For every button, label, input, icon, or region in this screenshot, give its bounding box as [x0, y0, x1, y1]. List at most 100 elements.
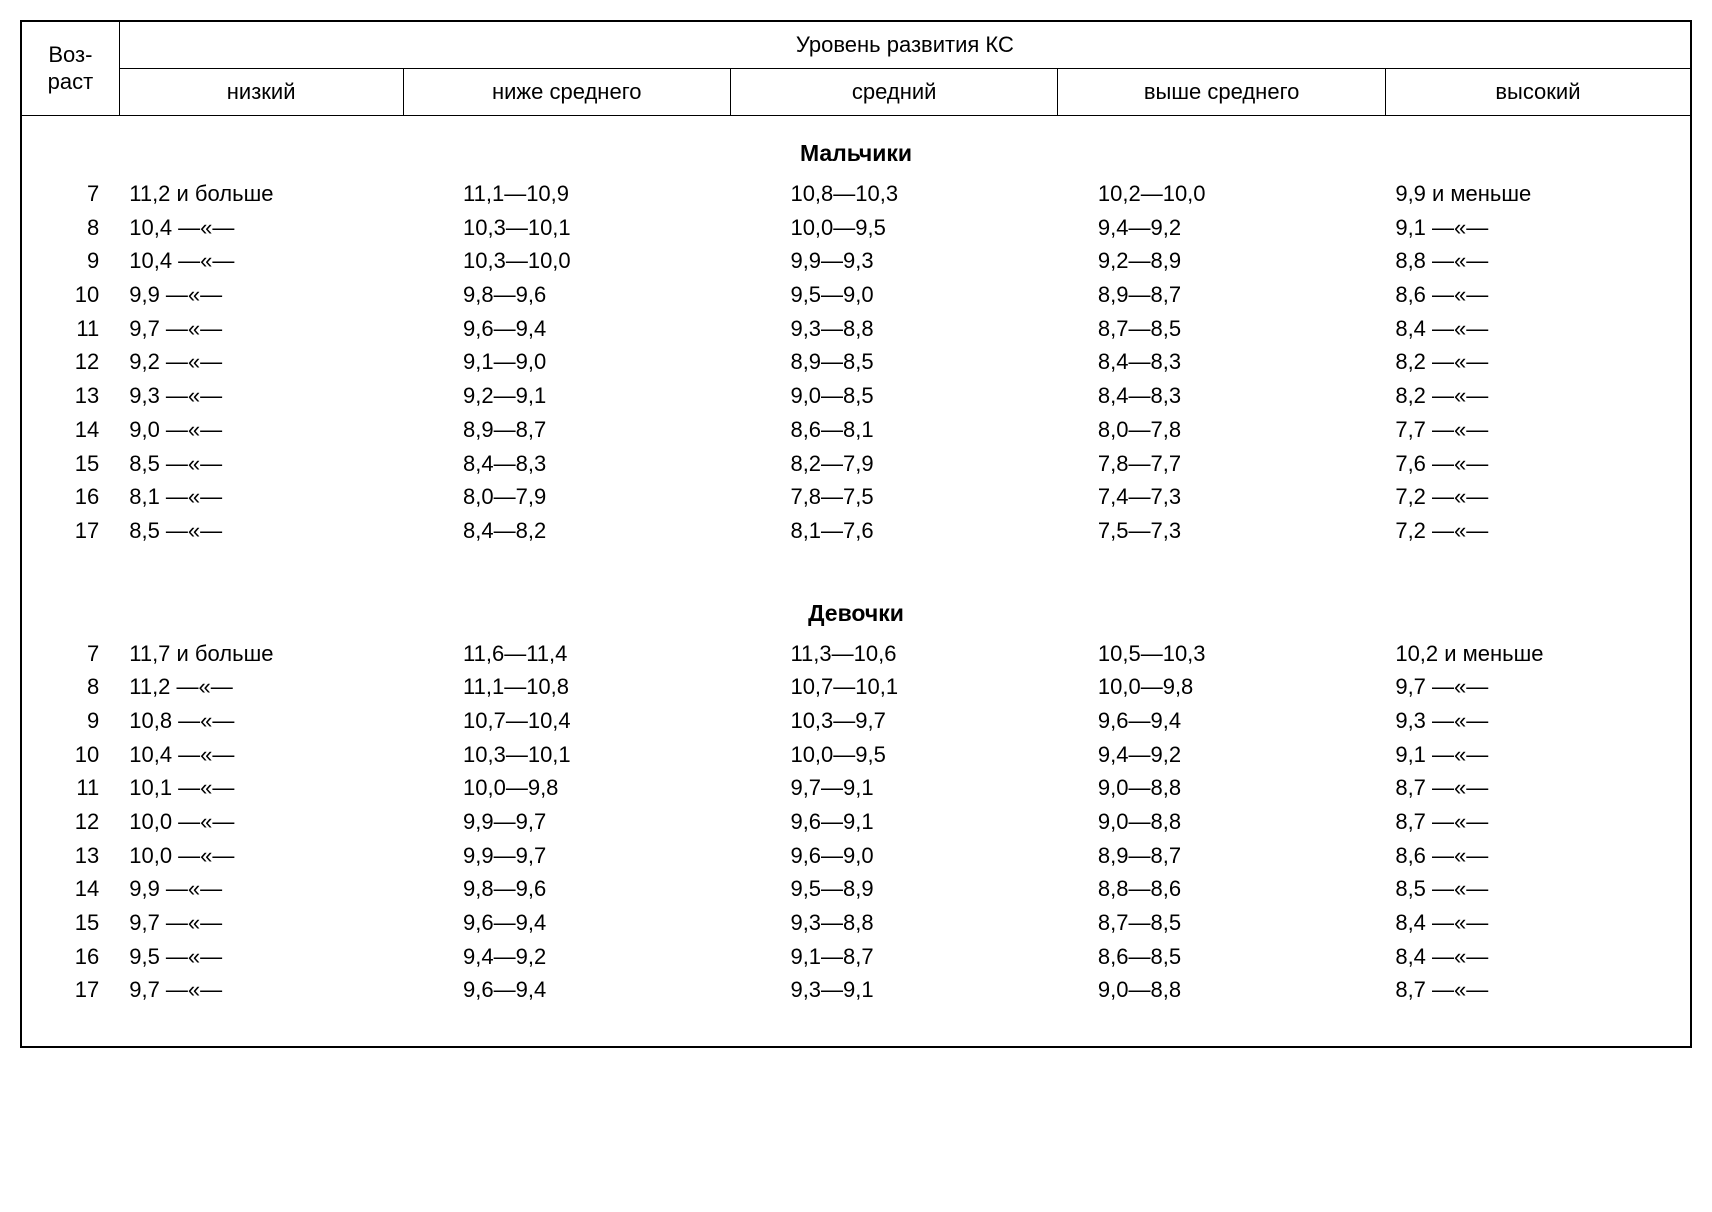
cell-age: 12 — [21, 345, 119, 379]
cell-below-avg: 8,9—8,7 — [403, 413, 730, 447]
cell-high: 9,9 и меньше — [1385, 177, 1691, 211]
table-row: 139,3 —«—9,2—9,19,0—8,58,4—8,38,2 —«— — [21, 379, 1691, 413]
table-row: 178,5 —«—8,4—8,28,1—7,67,5—7,37,2 —«— — [21, 514, 1691, 548]
table-row: 149,9 —«—9,8—9,69,5—8,98,8—8,68,5 —«— — [21, 872, 1691, 906]
cell-high: 8,7 —«— — [1385, 973, 1691, 1007]
cell-below-avg: 9,9—9,7 — [403, 805, 730, 839]
table-row: 109,9 —«—9,8—9,69,5—9,08,9—8,78,6 —«— — [21, 278, 1691, 312]
cell-below-avg: 10,3—10,1 — [403, 211, 730, 245]
cell-high: 8,2 —«— — [1385, 345, 1691, 379]
cell-low: 9,0 —«— — [119, 413, 403, 447]
cell-high: 9,7 —«— — [1385, 670, 1691, 704]
cell-age: 12 — [21, 805, 119, 839]
table-row: 711,7 и больше11,6—11,411,3—10,610,5—10,… — [21, 637, 1691, 671]
cell-avg: 9,3—8,8 — [730, 906, 1057, 940]
cell-low: 9,5 —«— — [119, 940, 403, 974]
cell-low: 9,2 —«— — [119, 345, 403, 379]
cell-above-avg: 9,4—9,2 — [1058, 738, 1385, 772]
cell-above-avg: 8,9—8,7 — [1058, 278, 1385, 312]
header-age: Воз- раст — [21, 21, 119, 116]
cell-high: 8,4 —«— — [1385, 906, 1691, 940]
bottom-spacer — [21, 1007, 1691, 1047]
cell-low: 8,5 —«— — [119, 447, 403, 481]
cell-avg: 9,5—9,0 — [730, 278, 1057, 312]
cell-low: 9,3 —«— — [119, 379, 403, 413]
cell-avg: 10,7—10,1 — [730, 670, 1057, 704]
cell-high: 7,2 —«— — [1385, 480, 1691, 514]
cell-above-avg: 7,4—7,3 — [1058, 480, 1385, 514]
cell-low: 9,7 —«— — [119, 906, 403, 940]
cell-below-avg: 8,4—8,3 — [403, 447, 730, 481]
cell-below-avg: 9,2—9,1 — [403, 379, 730, 413]
cell-below-avg: 10,0—9,8 — [403, 771, 730, 805]
cell-avg: 9,7—9,1 — [730, 771, 1057, 805]
ks-development-table: Воз- раст Уровень развития КС низкий ниж… — [20, 20, 1692, 1048]
cell-below-avg: 9,4—9,2 — [403, 940, 730, 974]
cell-avg: 9,6—9,1 — [730, 805, 1057, 839]
header-level-group: Уровень развития КС — [119, 21, 1691, 69]
cell-avg: 9,9—9,3 — [730, 244, 1057, 278]
cell-avg: 9,5—8,9 — [730, 872, 1057, 906]
section-title: Девочки — [21, 576, 1691, 637]
cell-avg: 9,3—8,8 — [730, 312, 1057, 346]
cell-high: 8,6 —«— — [1385, 839, 1691, 873]
cell-avg: 8,1—7,6 — [730, 514, 1057, 548]
cell-above-avg: 9,6—9,4 — [1058, 704, 1385, 738]
cell-above-avg: 8,6—8,5 — [1058, 940, 1385, 974]
cell-age: 14 — [21, 872, 119, 906]
cell-low: 9,9 —«— — [119, 872, 403, 906]
table-body: Мальчики711,2 и больше11,1—10,910,8—10,3… — [21, 116, 1691, 1048]
cell-avg: 10,0—9,5 — [730, 738, 1057, 772]
cell-high: 8,5 —«— — [1385, 872, 1691, 906]
cell-high: 8,4 —«— — [1385, 940, 1691, 974]
cell-avg: 10,0—9,5 — [730, 211, 1057, 245]
cell-above-avg: 10,2—10,0 — [1058, 177, 1385, 211]
cell-high: 8,2 —«— — [1385, 379, 1691, 413]
cell-below-avg: 10,7—10,4 — [403, 704, 730, 738]
cell-below-avg: 10,3—10,0 — [403, 244, 730, 278]
cell-below-avg: 11,6—11,4 — [403, 637, 730, 671]
table-row: 811,2 —«—11,1—10,810,7—10,110,0—9,89,7 —… — [21, 670, 1691, 704]
cell-below-avg: 11,1—10,9 — [403, 177, 730, 211]
header-level-above-avg: выше среднего — [1058, 69, 1385, 116]
cell-above-avg: 8,0—7,8 — [1058, 413, 1385, 447]
cell-age: 13 — [21, 379, 119, 413]
cell-age: 13 — [21, 839, 119, 873]
header-level-below-avg: ниже среднего — [403, 69, 730, 116]
table-row: 129,2 —«—9,1—9,08,9—8,58,4—8,38,2 —«— — [21, 345, 1691, 379]
cell-age: 9 — [21, 244, 119, 278]
table-row: 910,4 —«—10,3—10,09,9—9,39,2—8,98,8 —«— — [21, 244, 1691, 278]
cell-above-avg: 8,7—8,5 — [1058, 906, 1385, 940]
cell-avg: 11,3—10,6 — [730, 637, 1057, 671]
cell-age: 15 — [21, 447, 119, 481]
table-row: 1310,0 —«—9,9—9,79,6—9,08,9—8,78,6 —«— — [21, 839, 1691, 873]
cell-low: 10,0 —«— — [119, 805, 403, 839]
cell-above-avg: 8,9—8,7 — [1058, 839, 1385, 873]
cell-age: 7 — [21, 177, 119, 211]
cell-age: 16 — [21, 480, 119, 514]
cell-avg: 8,9—8,5 — [730, 345, 1057, 379]
cell-age: 14 — [21, 413, 119, 447]
cell-low: 10,1 —«— — [119, 771, 403, 805]
cell-low: 11,2 —«— — [119, 670, 403, 704]
cell-low: 10,4 —«— — [119, 244, 403, 278]
cell-age: 16 — [21, 940, 119, 974]
cell-age: 8 — [21, 670, 119, 704]
cell-high: 8,6 —«— — [1385, 278, 1691, 312]
cell-age: 8 — [21, 211, 119, 245]
cell-above-avg: 9,0—8,8 — [1058, 805, 1385, 839]
cell-above-avg: 8,4—8,3 — [1058, 379, 1385, 413]
cell-below-avg: 9,6—9,4 — [403, 312, 730, 346]
table-row: 1210,0 —«—9,9—9,79,6—9,19,0—8,88,7 —«— — [21, 805, 1691, 839]
cell-below-avg: 9,1—9,0 — [403, 345, 730, 379]
table-row: 711,2 и больше11,1—10,910,8—10,310,2—10,… — [21, 177, 1691, 211]
cell-avg: 8,2—7,9 — [730, 447, 1057, 481]
cell-low: 10,8 —«— — [119, 704, 403, 738]
cell-low: 11,2 и больше — [119, 177, 403, 211]
table-row: 169,5 —«—9,4—9,29,1—8,78,6—8,58,4 —«— — [21, 940, 1691, 974]
table-row: 159,7 —«—9,6—9,49,3—8,88,7—8,58,4 —«— — [21, 906, 1691, 940]
cell-avg: 9,0—8,5 — [730, 379, 1057, 413]
table-row: 179,7 —«—9,6—9,49,3—9,19,0—8,88,7 —«— — [21, 973, 1691, 1007]
cell-above-avg: 7,5—7,3 — [1058, 514, 1385, 548]
cell-high: 8,7 —«— — [1385, 805, 1691, 839]
